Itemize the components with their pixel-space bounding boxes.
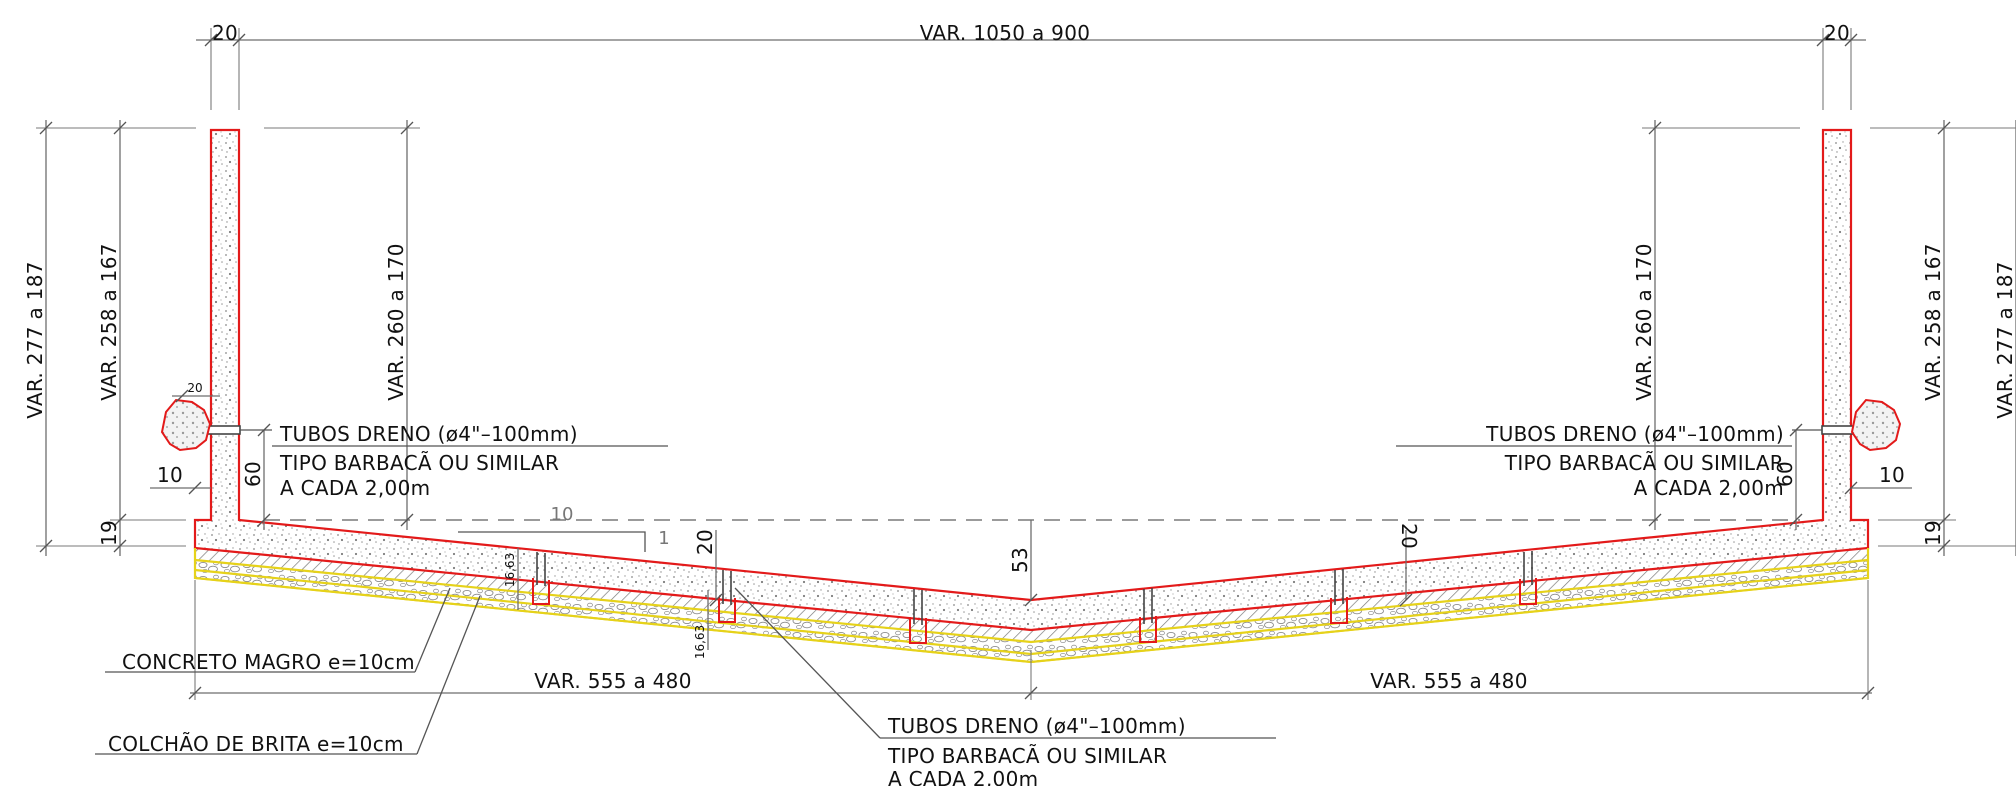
bottom-drain-note-line1: TUBOS DRENO (ø4"–100mm) [887,714,1186,738]
slab-drain-pipe-ends [532,578,1537,644]
layer-b-label: 16,63 [693,625,707,659]
top-width-label: VAR. 1050 a 900 [920,21,1091,45]
lean-concrete-note: CONCRETO MAGRO e=10cm [122,650,415,674]
right-drain-note-line1: TUBOS DRENO (ø4"–100mm) [1485,422,1784,446]
right-drain-note-line2: TIPO BARBACÃ OU SIMILAR [1504,451,1784,475]
toe-left-label: 10 [157,463,183,487]
footing-left-label: 19 [97,520,121,546]
wall-thickness-right-label: 20 [1824,21,1850,45]
height-mid-left-label: VAR. 258 a 167 [97,243,121,401]
gravel-bed-note: COLCHÃO DE BRITA e=10cm [108,732,404,756]
right-drain-note-line3: A CADA 2,00m [1634,476,1784,500]
height-outer-left-label: VAR. 277 a 187 [23,261,47,419]
height-mid-right-label: VAR. 258 a 167 [1921,243,1945,401]
rock-fill-right [1850,398,1902,452]
slope-run-label: 10 [551,504,574,525]
wall-thickness-left-label: 20 [212,21,238,45]
slope-rise-label: 1 [658,528,669,549]
slab-thickness-left-label: 20 [693,529,717,555]
drain-height-right-label: 60 [1773,461,1797,487]
concrete-channel [193,128,1870,632]
small-20-label: 20 [187,381,202,395]
note-leaders [95,429,1822,755]
layer-a-label: 16,63 [503,553,517,587]
center-depth-label: 53 [1008,547,1032,573]
bottom-drain-note-line2: TIPO BARBACÃ OU SIMILAR [887,744,1167,768]
dimension-lines [36,28,2016,700]
left-drain-note-line3: A CADA 2,00m [280,476,430,500]
left-drain-note-line1: TUBOS DRENO (ø4"–100mm) [279,422,578,446]
height-outer-right-label: VAR. 277 a 187 [1993,261,2016,419]
bottom-drain-note-line3: A CADA 2,00m [888,767,1038,786]
slab-drain-pipes [536,551,1533,625]
yellow-mid-outline [194,558,1869,644]
height-inner-right-label: VAR. 260 a 170 [1632,243,1656,401]
footing-right-label: 19 [1921,520,1945,546]
drain-height-left-label: 60 [241,461,265,487]
rock-fill-left [160,398,212,452]
bottom-right-label: VAR. 555 a 480 [1370,669,1528,693]
slab-thickness-right-label: 20 [1397,523,1421,549]
toe-right-label: 10 [1879,463,1905,487]
left-drain-note-line2: TIPO BARBACÃ OU SIMILAR [279,451,559,475]
bottom-left-label: VAR. 555 a 480 [534,669,692,693]
height-inner-left-label: VAR. 260 a 170 [384,243,408,401]
